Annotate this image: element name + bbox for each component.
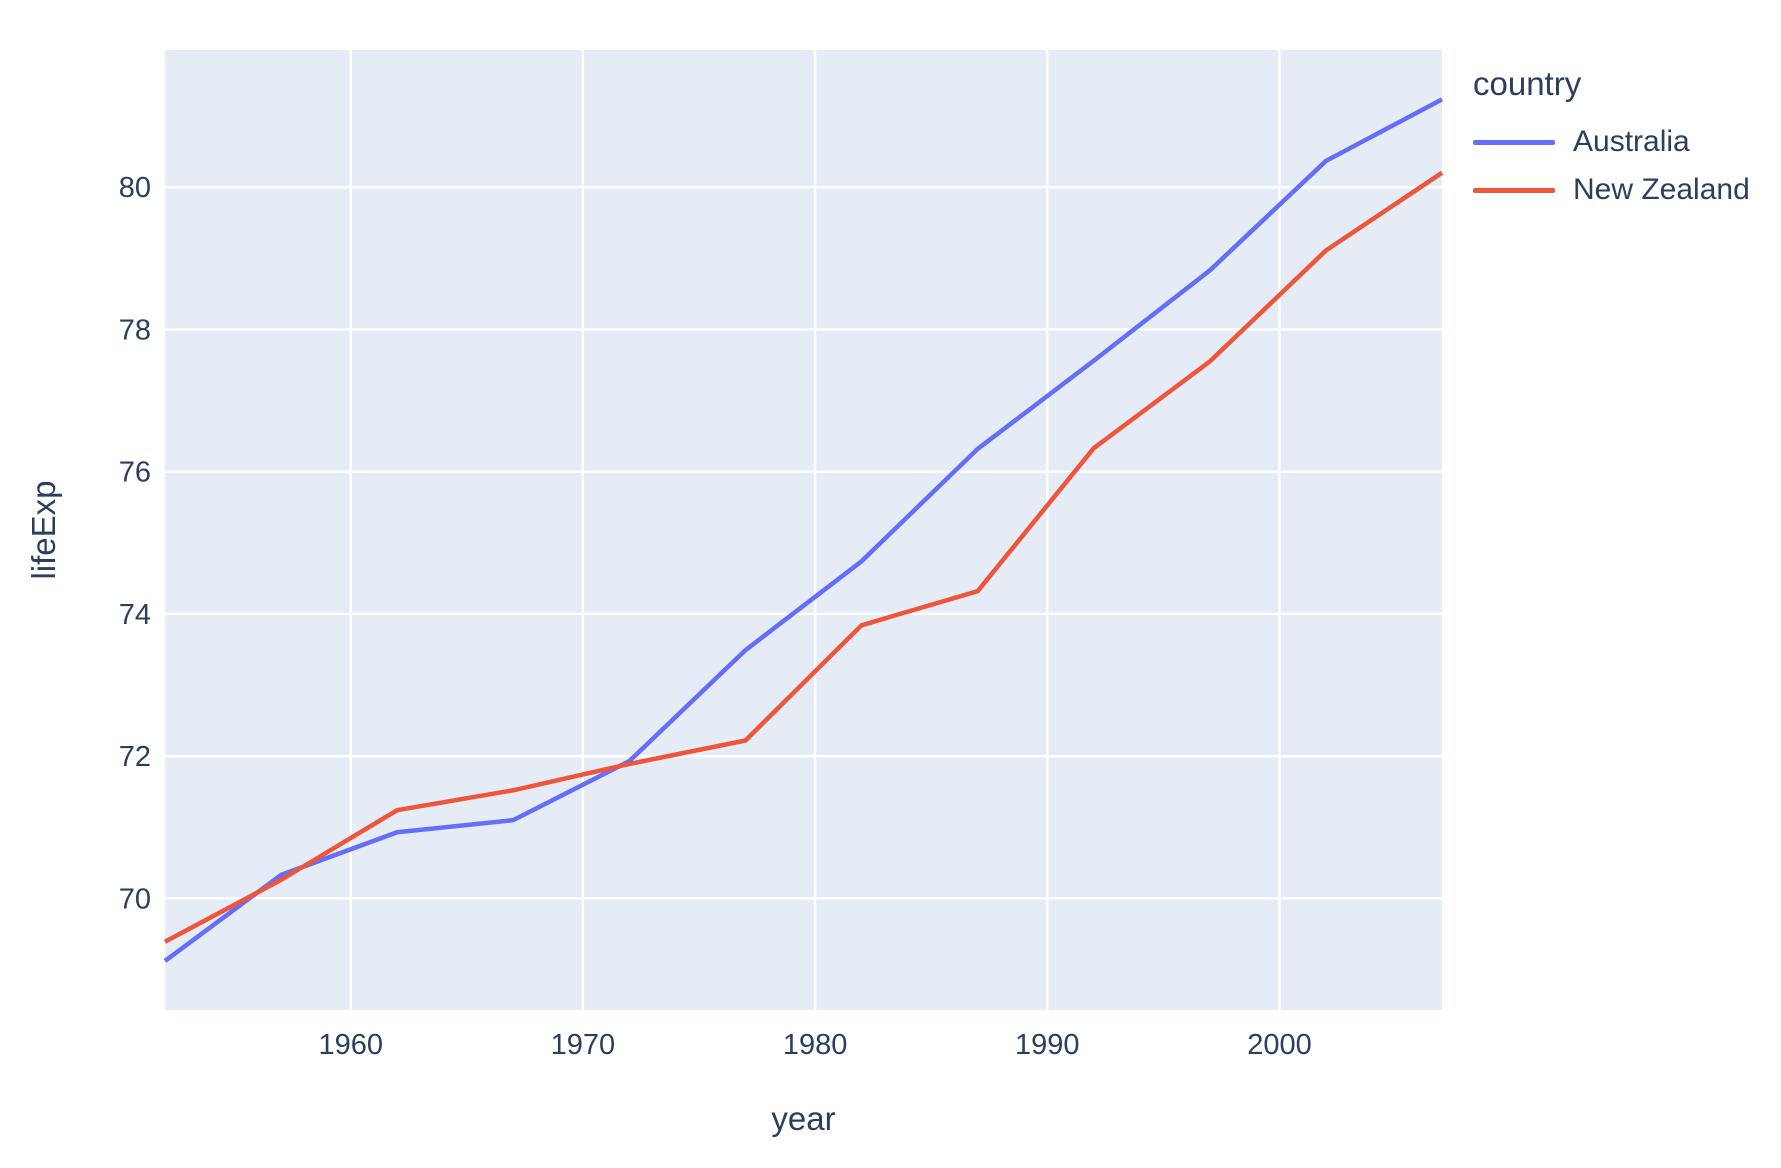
legend-line-swatch-australia	[1473, 139, 1555, 145]
y-tick-label-78: 78	[119, 314, 151, 346]
y-tick-label-72: 72	[119, 741, 151, 773]
x-tick-label-1990: 1990	[1015, 1029, 1080, 1061]
x-tick-label-2000: 2000	[1247, 1029, 1312, 1061]
plot-background	[165, 50, 1442, 1010]
y-tick-label-76: 76	[119, 457, 151, 489]
y-tick-label-80: 80	[119, 172, 151, 204]
legend-title: country	[1473, 65, 1582, 102]
legend: country Australia New Zealand	[1473, 64, 1750, 214]
line-new-zealand	[163, 170, 1444, 944]
line-australia	[163, 97, 1444, 963]
legend-item-new-zealand: New Zealand	[1473, 166, 1750, 214]
y-tick-label-70: 70	[119, 883, 151, 915]
x-tick-label-1970: 1970	[551, 1029, 616, 1061]
legend-label-australia: Australia	[1573, 125, 1690, 158]
y-tick-label-74: 74	[119, 599, 151, 631]
legend-item-australia: Australia	[1473, 118, 1750, 166]
x-axis-title: year	[771, 1100, 836, 1137]
y-axis-title: lifeExp	[25, 480, 62, 580]
x-tick-label-1960: 1960	[318, 1029, 383, 1061]
legend-label-new-zealand: New Zealand	[1573, 173, 1750, 206]
x-tick-label-1980: 1980	[783, 1029, 848, 1061]
legend-line-swatch-new-zealand	[1473, 187, 1555, 193]
